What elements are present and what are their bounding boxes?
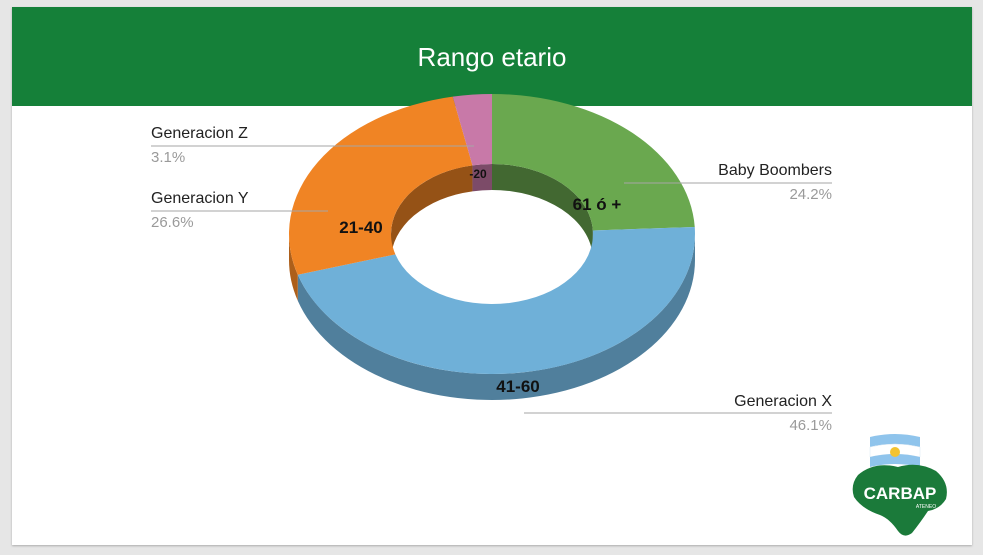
inner-wall-generacion-z-0 xyxy=(472,164,492,192)
slice-label-generacion-y: 21-40 xyxy=(339,218,382,237)
donut-slices xyxy=(289,94,695,374)
slide: Rango etario 61 ó + 41-60 21-40 -20 Generac… xyxy=(12,7,972,545)
slice-generacion-x xyxy=(297,226,695,374)
slice-label-generacion-x: 41-60 xyxy=(496,377,539,396)
slice-label-baby-boombers: 61 ó + xyxy=(573,195,622,214)
logo-text: CARBAP xyxy=(864,484,937,503)
inner-wall-generacion-y-0 xyxy=(391,165,473,260)
legend-percent-generacion-x: 46.1% xyxy=(789,417,832,434)
slice-baby-boombers xyxy=(492,94,695,231)
legend-percent-generacion-z: 3.1% xyxy=(151,149,186,166)
sun-icon xyxy=(890,447,900,457)
legend-name-baby-boombers: Baby Boombers xyxy=(718,162,832,179)
logo-subtext: ATENEO xyxy=(916,504,936,510)
donut-chart: 61 ó + 41-60 21-40 -20 xyxy=(151,94,832,414)
legend-name-generacion-x: Generacion X xyxy=(734,393,832,410)
slice-label-generacion-z: -20 xyxy=(469,167,487,181)
slice-generacion-y xyxy=(289,96,473,275)
legend-percent-baby-boombers: 24.2% xyxy=(789,186,832,203)
legend-name-generacion-z: Generacion Z xyxy=(151,125,248,142)
flag-stripe-bottom xyxy=(870,454,920,467)
slice-labels: 61 ó + 41-60 21-40 -20 xyxy=(339,167,621,396)
inner-wall-baby-boombers-0 xyxy=(492,164,593,257)
carbap-logo-graphic: CARBAP ATENEO xyxy=(852,434,947,536)
legend-name-generacion-y: Generacion Y xyxy=(151,190,249,207)
donut-side-walls xyxy=(289,234,695,401)
province-shape xyxy=(852,464,947,536)
carbap-logo: CARBAP ATENEO xyxy=(840,431,960,541)
legend-percent-generacion-y: 26.6% xyxy=(151,214,194,231)
side-wall-generacion-y xyxy=(289,234,298,301)
title-bar: Rango etario xyxy=(12,7,972,106)
leader-lines xyxy=(151,145,832,414)
slice-generacion-z xyxy=(452,94,492,166)
flag-stripe-top xyxy=(870,434,920,447)
chart-title: Rango etario xyxy=(417,42,567,72)
side-wall-generacion-x xyxy=(297,234,695,401)
